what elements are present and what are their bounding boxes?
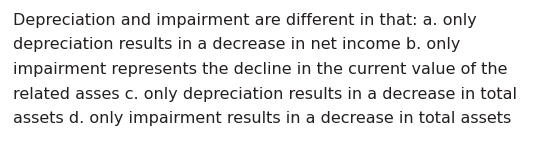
Text: depreciation results in a decrease in net income b. only: depreciation results in a decrease in ne… (13, 38, 460, 53)
Text: Depreciation and impairment are different in that: a. only: Depreciation and impairment are differen… (13, 13, 477, 28)
Text: impairment represents the decline in the current value of the: impairment represents the decline in the… (13, 62, 507, 77)
Text: assets d. only impairment results in a decrease in total assets: assets d. only impairment results in a d… (13, 111, 511, 126)
Text: related asses c. only depreciation results in a decrease in total: related asses c. only depreciation resul… (13, 86, 517, 101)
